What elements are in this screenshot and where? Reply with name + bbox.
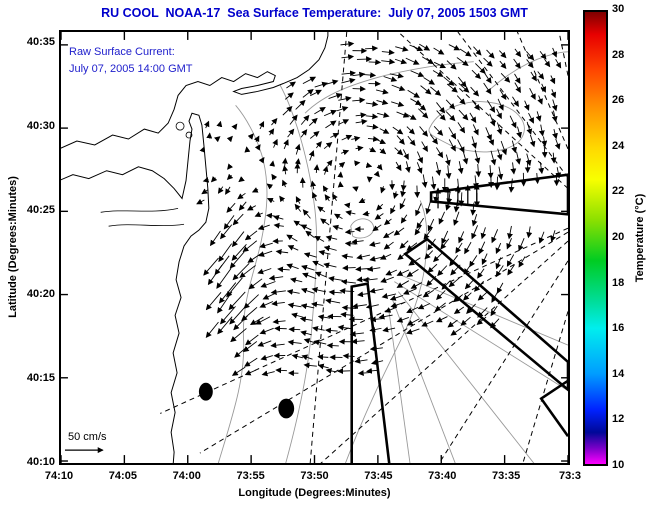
colorbar-tick-label: 30 (612, 3, 625, 15)
temperature-colorbar (583, 10, 608, 466)
y-tick-label: 40:10 (26, 456, 55, 468)
y-tick-label: 40:35 (26, 36, 55, 48)
colorbar-tick-label: 18 (612, 276, 625, 289)
current-annotation-line1: Raw Surface Current: (69, 46, 175, 58)
x-tick-label: 73:3 (558, 470, 582, 482)
x-tick-label: 73:50 (300, 470, 329, 482)
colorbar-tick-label: 10 (612, 459, 625, 471)
y-tick-label: 40:30 (26, 120, 55, 132)
scale-vector-label: 50 cm/s (68, 431, 107, 443)
x-tick-label: 74:05 (108, 470, 137, 482)
x-tick-label: 73:40 (428, 470, 457, 482)
colorbar-tick-label: 28 (612, 48, 625, 61)
colorbar-tick-label: 16 (612, 322, 625, 335)
colorbar-tick-label: 24 (612, 139, 625, 152)
figure-title: RU COOL NOAA-17 Sea Surface Temperature:… (101, 6, 528, 20)
x-tick-label: 73:45 (364, 470, 393, 482)
y-tick-label: 40:25 (26, 204, 55, 216)
colorbar-tick-label: 12 (612, 413, 625, 426)
colorbar-tick-label: 20 (612, 231, 625, 243)
y-tick-label: 40:20 (26, 288, 55, 300)
x-tick-label: 74:00 (172, 470, 201, 482)
colorbar-tick-label: 14 (612, 367, 625, 380)
current-annotation-line2: July 07, 2005 14:00 GMT (69, 63, 193, 75)
x-tick-label: 73:35 (492, 470, 521, 482)
colorbar-tick-label: 26 (612, 94, 625, 107)
map-canvas (61, 32, 568, 463)
colorbar-label: Temperature (°C) (634, 193, 646, 283)
colorbar-tick-label: 22 (612, 185, 625, 198)
plot-area: Raw Surface Current: July 07, 2005 14:00… (59, 30, 570, 465)
x-axis-label: Longitude (Degrees:Minutes) (238, 487, 391, 499)
x-tick-label: 74:10 (44, 470, 74, 482)
x-tick-label: 73:55 (236, 470, 265, 482)
y-tick-label: 40:15 (26, 372, 55, 384)
